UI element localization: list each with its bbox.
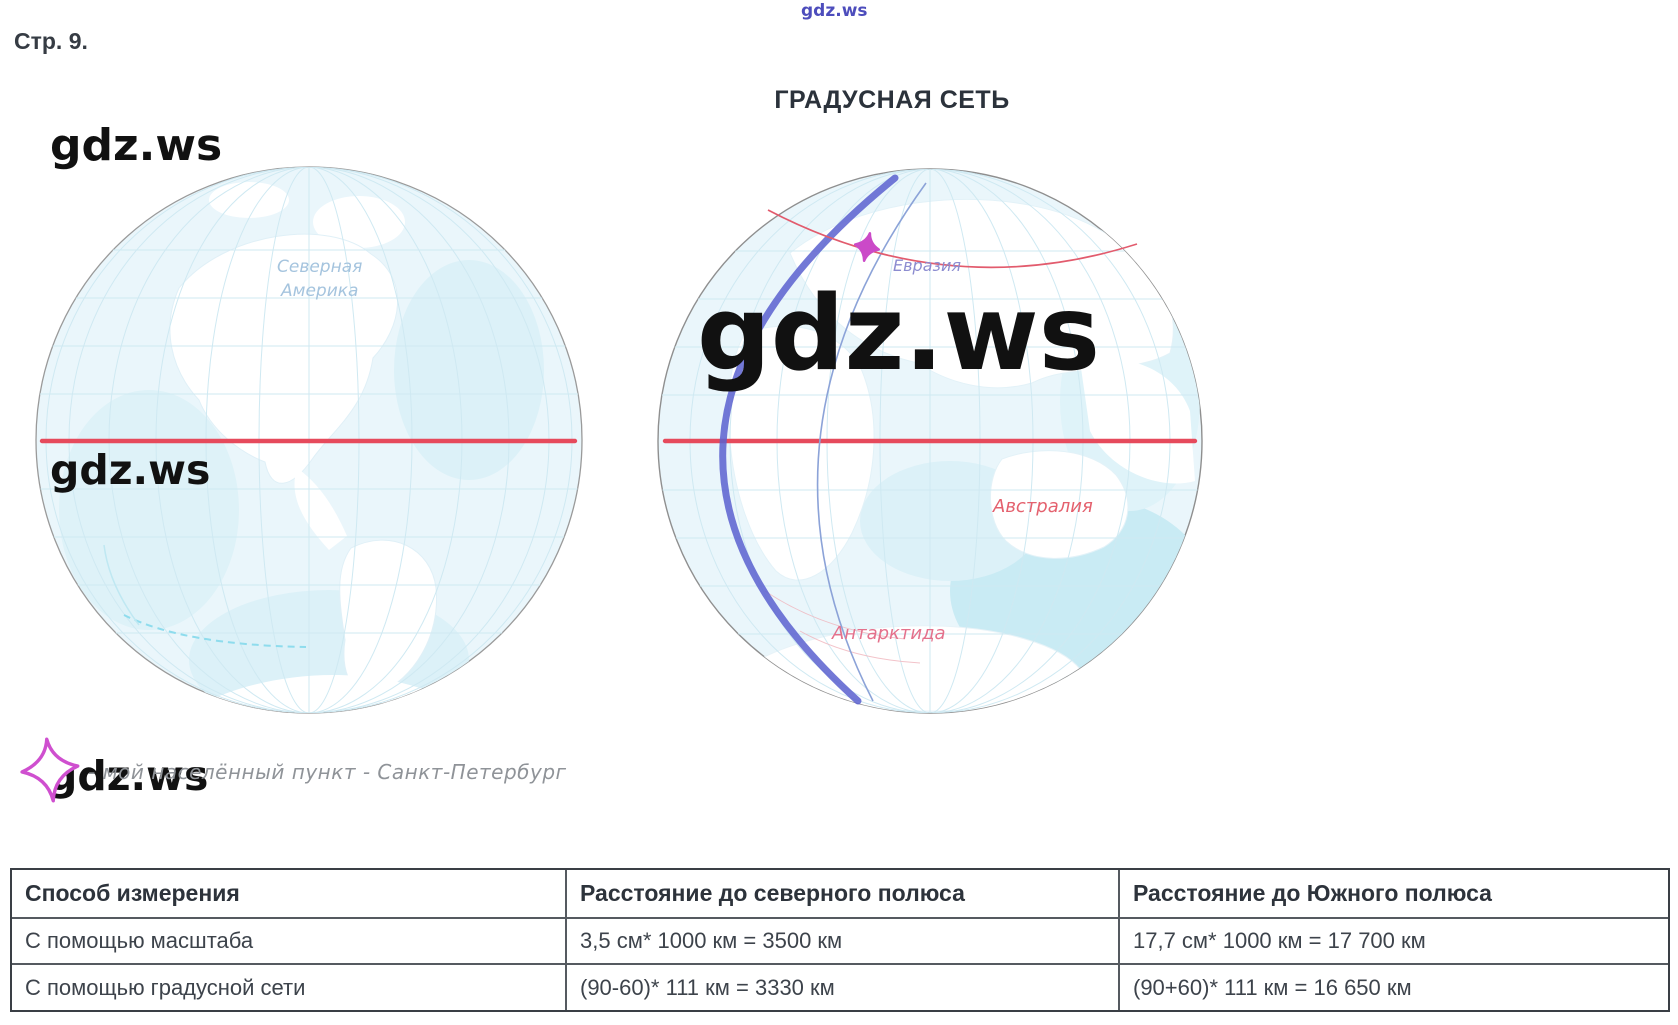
left-globe-terrain	[36, 167, 582, 713]
watermark-left-middle: gdz.ws	[50, 446, 211, 494]
parallel-60N-line	[767, 209, 1138, 269]
table-header-method: Способ измерения	[25, 880, 240, 906]
table-header-north-pole: Расстояние до северного полюса	[565, 870, 1118, 917]
table-cell-scale-north: 3,5 см* 1000 км = 3500 км	[565, 917, 1118, 963]
table-cell-grid-north: (90-60)* 111 км = 3330 км	[565, 963, 1118, 1010]
table-cell-grid-south: (90+60)* 111 км = 16 650 км	[1118, 963, 1668, 1010]
label-antarctica: Антарктида	[831, 623, 946, 644]
eastern-hemisphere-map: Евразия Австралия Антарктида	[657, 168, 1203, 714]
table-header-south-pole: Расстояние до Южного полюса	[1118, 870, 1668, 917]
table-cell-method-grid: С помощью градусной сети	[12, 963, 565, 1010]
label-eurasia: Евразия	[893, 256, 961, 275]
watermark-left-upper: gdz.ws	[50, 120, 223, 171]
page-title: ГРАДУСНАЯ СЕТЬ	[774, 86, 1010, 114]
city-star-marker	[854, 232, 880, 262]
watermark-top: gdz.ws	[801, 1, 868, 21]
table-cell-scale-south: 17,7 см* 1000 км = 17 700 км	[1118, 917, 1668, 963]
label-australia: Австралия	[992, 496, 1093, 517]
table-cell-method-scale: С помощью масштаба	[12, 917, 565, 963]
meridian-highlight	[719, 174, 899, 705]
watermark-right-globe: gdz.ws	[697, 274, 1100, 394]
measurement-table: Способ измерения Расстояние до северного…	[10, 868, 1670, 1012]
page-label: Стр. 9.	[14, 28, 88, 54]
label-north-america-line1: Северная	[277, 257, 362, 277]
meridian-thin	[816, 182, 927, 702]
label-north-america-line2: Америка	[280, 281, 358, 301]
western-hemisphere-map: Северная Америка	[35, 166, 583, 714]
legend-text: - мой населённый пункт - Санкт-Петербург	[88, 760, 567, 784]
legend-star-icon	[20, 737, 80, 803]
ocean-ridge-line	[123, 614, 307, 648]
watermark-above-table: gdz.ws	[48, 752, 209, 800]
